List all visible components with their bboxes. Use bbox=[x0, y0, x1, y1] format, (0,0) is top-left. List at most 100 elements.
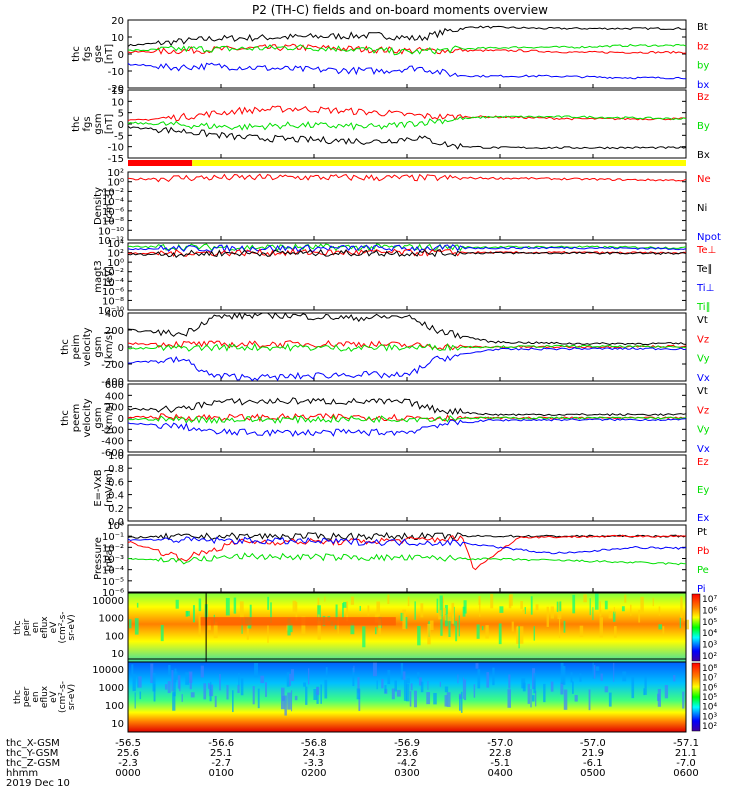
y-tick-label: 10⁻⁴ bbox=[102, 197, 124, 208]
spectrogram-texture bbox=[490, 594, 494, 609]
y-tick-label: 10⁻⁴ bbox=[102, 566, 124, 577]
series-line-Te∥ bbox=[127, 248, 687, 258]
spectrogram-texture bbox=[520, 601, 523, 609]
y-tick-label: 10 bbox=[111, 33, 124, 44]
y-axis-label: (cm²-s- bbox=[58, 611, 68, 643]
spectrogram-texture bbox=[134, 618, 139, 635]
spectrogram-texture bbox=[427, 624, 431, 645]
legend-entry: Vz bbox=[697, 405, 709, 416]
y-tick-label: -20 bbox=[108, 84, 124, 95]
legend-entry: Bt bbox=[697, 22, 708, 33]
legend-entry: Vy bbox=[697, 354, 710, 365]
spectrogram-texture bbox=[350, 596, 355, 605]
spectrogram-texture bbox=[673, 675, 676, 682]
legend-entry: Vx bbox=[697, 444, 710, 455]
spectrogram-texture bbox=[167, 681, 171, 694]
colorbar-tick-label: 10⁴ bbox=[702, 703, 717, 713]
spectrogram-texture bbox=[664, 684, 669, 699]
spectrogram-texture bbox=[357, 677, 360, 694]
spectrogram-texture bbox=[267, 625, 269, 643]
spectrogram-texture bbox=[281, 687, 285, 710]
colorbar-tick-label: 10² bbox=[702, 652, 717, 662]
x-axis-row-label: thc_Z-GSM bbox=[6, 758, 60, 769]
spectrogram-texture bbox=[462, 677, 464, 699]
y-axis-label: gsm bbox=[93, 336, 104, 357]
y-tick-label: 100 bbox=[105, 701, 124, 712]
spectrogram-texture bbox=[307, 668, 310, 685]
spectrogram-texture bbox=[451, 602, 455, 624]
y-axis-label: en bbox=[31, 622, 41, 633]
x-axis-row-label: thc_Y-GSM bbox=[6, 748, 58, 759]
spectrogram-texture bbox=[436, 598, 439, 613]
series-line-By bbox=[127, 115, 687, 131]
legend-entry: Ez bbox=[697, 457, 709, 468]
spectrogram-texture bbox=[427, 681, 429, 690]
spectrogram-texture bbox=[440, 615, 443, 636]
y-tick-label: 10⁻⁶ bbox=[102, 207, 124, 218]
y-tick-label: 10⁻² bbox=[102, 268, 124, 279]
y-tick-label: -400 bbox=[101, 437, 124, 448]
spectrogram-texture bbox=[622, 671, 627, 682]
mode-bar-panel bbox=[128, 160, 687, 166]
y-axis-label: peim bbox=[71, 334, 82, 359]
y-tick-label: 10⁻⁶ bbox=[102, 287, 124, 298]
spectrogram-texture bbox=[270, 602, 272, 623]
spectrogram-texture bbox=[175, 599, 179, 609]
spectrogram-texture bbox=[177, 675, 181, 689]
spectrogram-texture bbox=[592, 607, 594, 621]
spectrogram-texture bbox=[631, 677, 635, 699]
spectrogram-texture bbox=[378, 618, 382, 637]
series-line-Bx bbox=[127, 125, 687, 150]
x-tick-label: -3.3 bbox=[304, 758, 324, 769]
spectrogram-texture bbox=[137, 677, 139, 688]
panel-frame bbox=[127, 454, 687, 522]
y-axis-label: peer bbox=[22, 686, 32, 707]
x-tick-label: 21.9 bbox=[582, 748, 604, 759]
spectrogram-texture bbox=[527, 683, 530, 704]
series-line-bz bbox=[127, 43, 687, 55]
x-tick-label: 0000 bbox=[115, 768, 140, 779]
series-line-Ne bbox=[127, 173, 687, 183]
y-tick-label: 0.4 bbox=[108, 491, 124, 502]
spectrogram-texture bbox=[203, 683, 207, 700]
y-tick-label: -200 bbox=[101, 360, 124, 371]
y-axis-label: [nT] bbox=[104, 44, 115, 64]
spectrogram-texture bbox=[446, 692, 451, 707]
spectrogram-texture bbox=[438, 610, 442, 620]
spectrogram-texture bbox=[473, 684, 476, 698]
legend-entry: Ne bbox=[697, 174, 711, 185]
spectrogram-texture bbox=[181, 694, 183, 702]
spectrogram-texture bbox=[640, 596, 644, 614]
y-tick-label: 10⁻⁸ bbox=[102, 296, 124, 307]
spectrogram-texture bbox=[210, 681, 212, 691]
spectrogram-texture bbox=[233, 597, 237, 614]
series-line-Pb bbox=[127, 534, 687, 571]
spectrogram-texture bbox=[608, 611, 613, 619]
y-tick-label: -10 bbox=[108, 143, 124, 154]
y-tick-label: 400 bbox=[105, 309, 124, 320]
spectrogram-texture bbox=[420, 681, 424, 693]
spectrogram-texture bbox=[353, 665, 355, 673]
y-axis-label: thc bbox=[71, 46, 82, 62]
spectrogram-texture bbox=[508, 594, 512, 609]
spectrogram-texture bbox=[475, 663, 479, 669]
spectrogram-texture bbox=[290, 623, 293, 633]
y-tick-label: 10⁻¹⁰ bbox=[98, 306, 124, 317]
panel-frame bbox=[127, 524, 687, 593]
spectrogram-texture bbox=[420, 603, 424, 618]
spectrogram-texture bbox=[444, 695, 448, 707]
y-axis-label: [eV] bbox=[104, 266, 115, 287]
x-tick-label: 0300 bbox=[394, 768, 419, 779]
y-tick-label: 0.2 bbox=[108, 504, 124, 515]
legend-entry: bz bbox=[697, 41, 709, 52]
series-line-Ti bbox=[127, 243, 687, 252]
spectrogram-texture bbox=[305, 686, 308, 705]
spectrogram-texture bbox=[238, 672, 240, 686]
spectrogram-texture bbox=[600, 673, 603, 681]
series-line-Pt bbox=[127, 531, 687, 541]
spectrogram-texture bbox=[558, 618, 561, 639]
mode-segment bbox=[192, 160, 687, 166]
spectrogram-texture bbox=[643, 688, 645, 696]
spectrogram-texture bbox=[209, 684, 214, 697]
